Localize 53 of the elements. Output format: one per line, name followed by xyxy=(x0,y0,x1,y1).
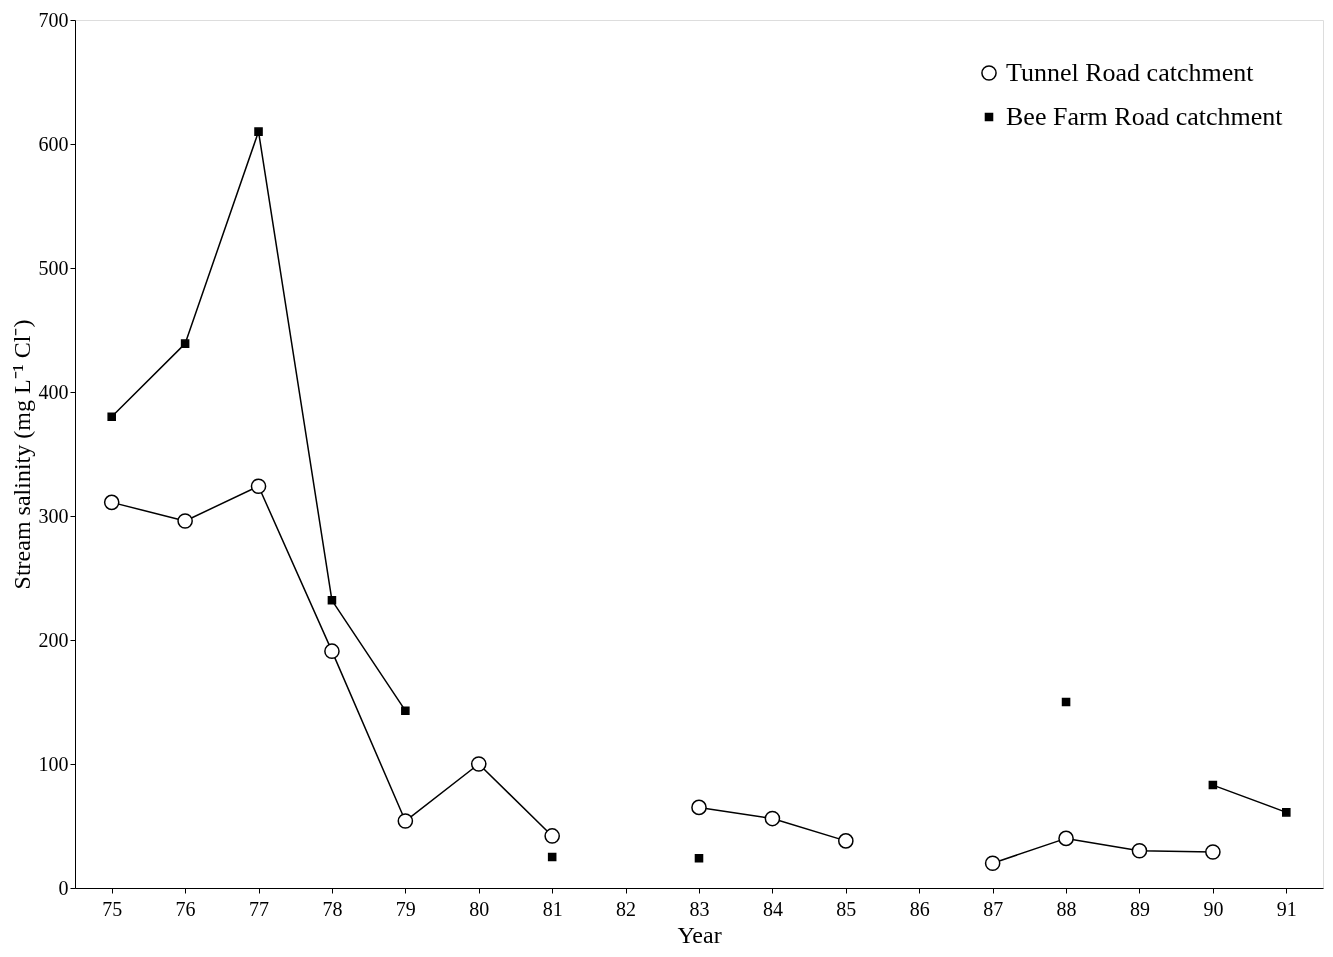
point xyxy=(107,412,116,422)
point xyxy=(103,494,120,511)
x-tick-label: 86 xyxy=(909,897,930,920)
point xyxy=(1282,808,1291,817)
point xyxy=(470,756,487,772)
x-tick-label: 87 xyxy=(983,897,1004,920)
y-tick-label: 500 xyxy=(38,256,69,279)
y-tick-label: 0 xyxy=(58,876,69,899)
point xyxy=(250,478,267,495)
x-tick-label: 82 xyxy=(616,897,637,920)
point xyxy=(1131,842,1148,859)
point xyxy=(327,596,337,605)
point xyxy=(324,643,340,659)
x-tick-label: 77 xyxy=(249,897,270,920)
x-tick-label: 79 xyxy=(395,897,416,920)
point xyxy=(984,855,1001,872)
point xyxy=(397,813,414,829)
x-tick-label: 85 xyxy=(836,897,857,920)
x-tick-label: 81 xyxy=(542,897,563,920)
point xyxy=(694,853,704,863)
y-tick-label: 100 xyxy=(38,752,69,775)
x-tick-label: 80 xyxy=(469,897,490,920)
point xyxy=(764,810,781,827)
point xyxy=(544,828,560,844)
point xyxy=(838,833,854,849)
x-tick-label: 89 xyxy=(1129,897,1150,920)
y-tick-label: 600 xyxy=(38,132,69,155)
point xyxy=(1058,830,1074,847)
legend-label: Tunnel Road catchment xyxy=(1006,58,1255,87)
x-tick-label: 90 xyxy=(1203,897,1224,920)
y-tick-label: 300 xyxy=(38,504,69,527)
y-tick-label: 700 xyxy=(38,8,69,31)
y-axis-title: Stream salinity (mg L⁻¹ Cl⁻) xyxy=(8,319,35,590)
point xyxy=(177,513,193,529)
point xyxy=(180,339,190,348)
point xyxy=(1205,844,1221,860)
point xyxy=(254,127,263,136)
point xyxy=(1061,697,1071,707)
point xyxy=(547,852,557,862)
point xyxy=(401,706,410,715)
x-axis-title: Year xyxy=(677,921,722,948)
point xyxy=(691,799,707,816)
y-tick-label: 400 xyxy=(38,380,69,403)
x-tick-label: 83 xyxy=(689,897,710,920)
x-tick-label: 88 xyxy=(1056,897,1077,920)
x-tick-label: 76 xyxy=(175,897,196,920)
legend-label: Bee Farm Road catchment xyxy=(1006,102,1284,131)
y-tick-label: 200 xyxy=(38,628,69,651)
x-tick-label: 75 xyxy=(102,897,123,920)
x-tick-label: 84 xyxy=(762,897,783,920)
x-tick-label: 91 xyxy=(1276,897,1297,920)
point xyxy=(1208,780,1218,790)
x-tick-label: 78 xyxy=(322,897,343,920)
